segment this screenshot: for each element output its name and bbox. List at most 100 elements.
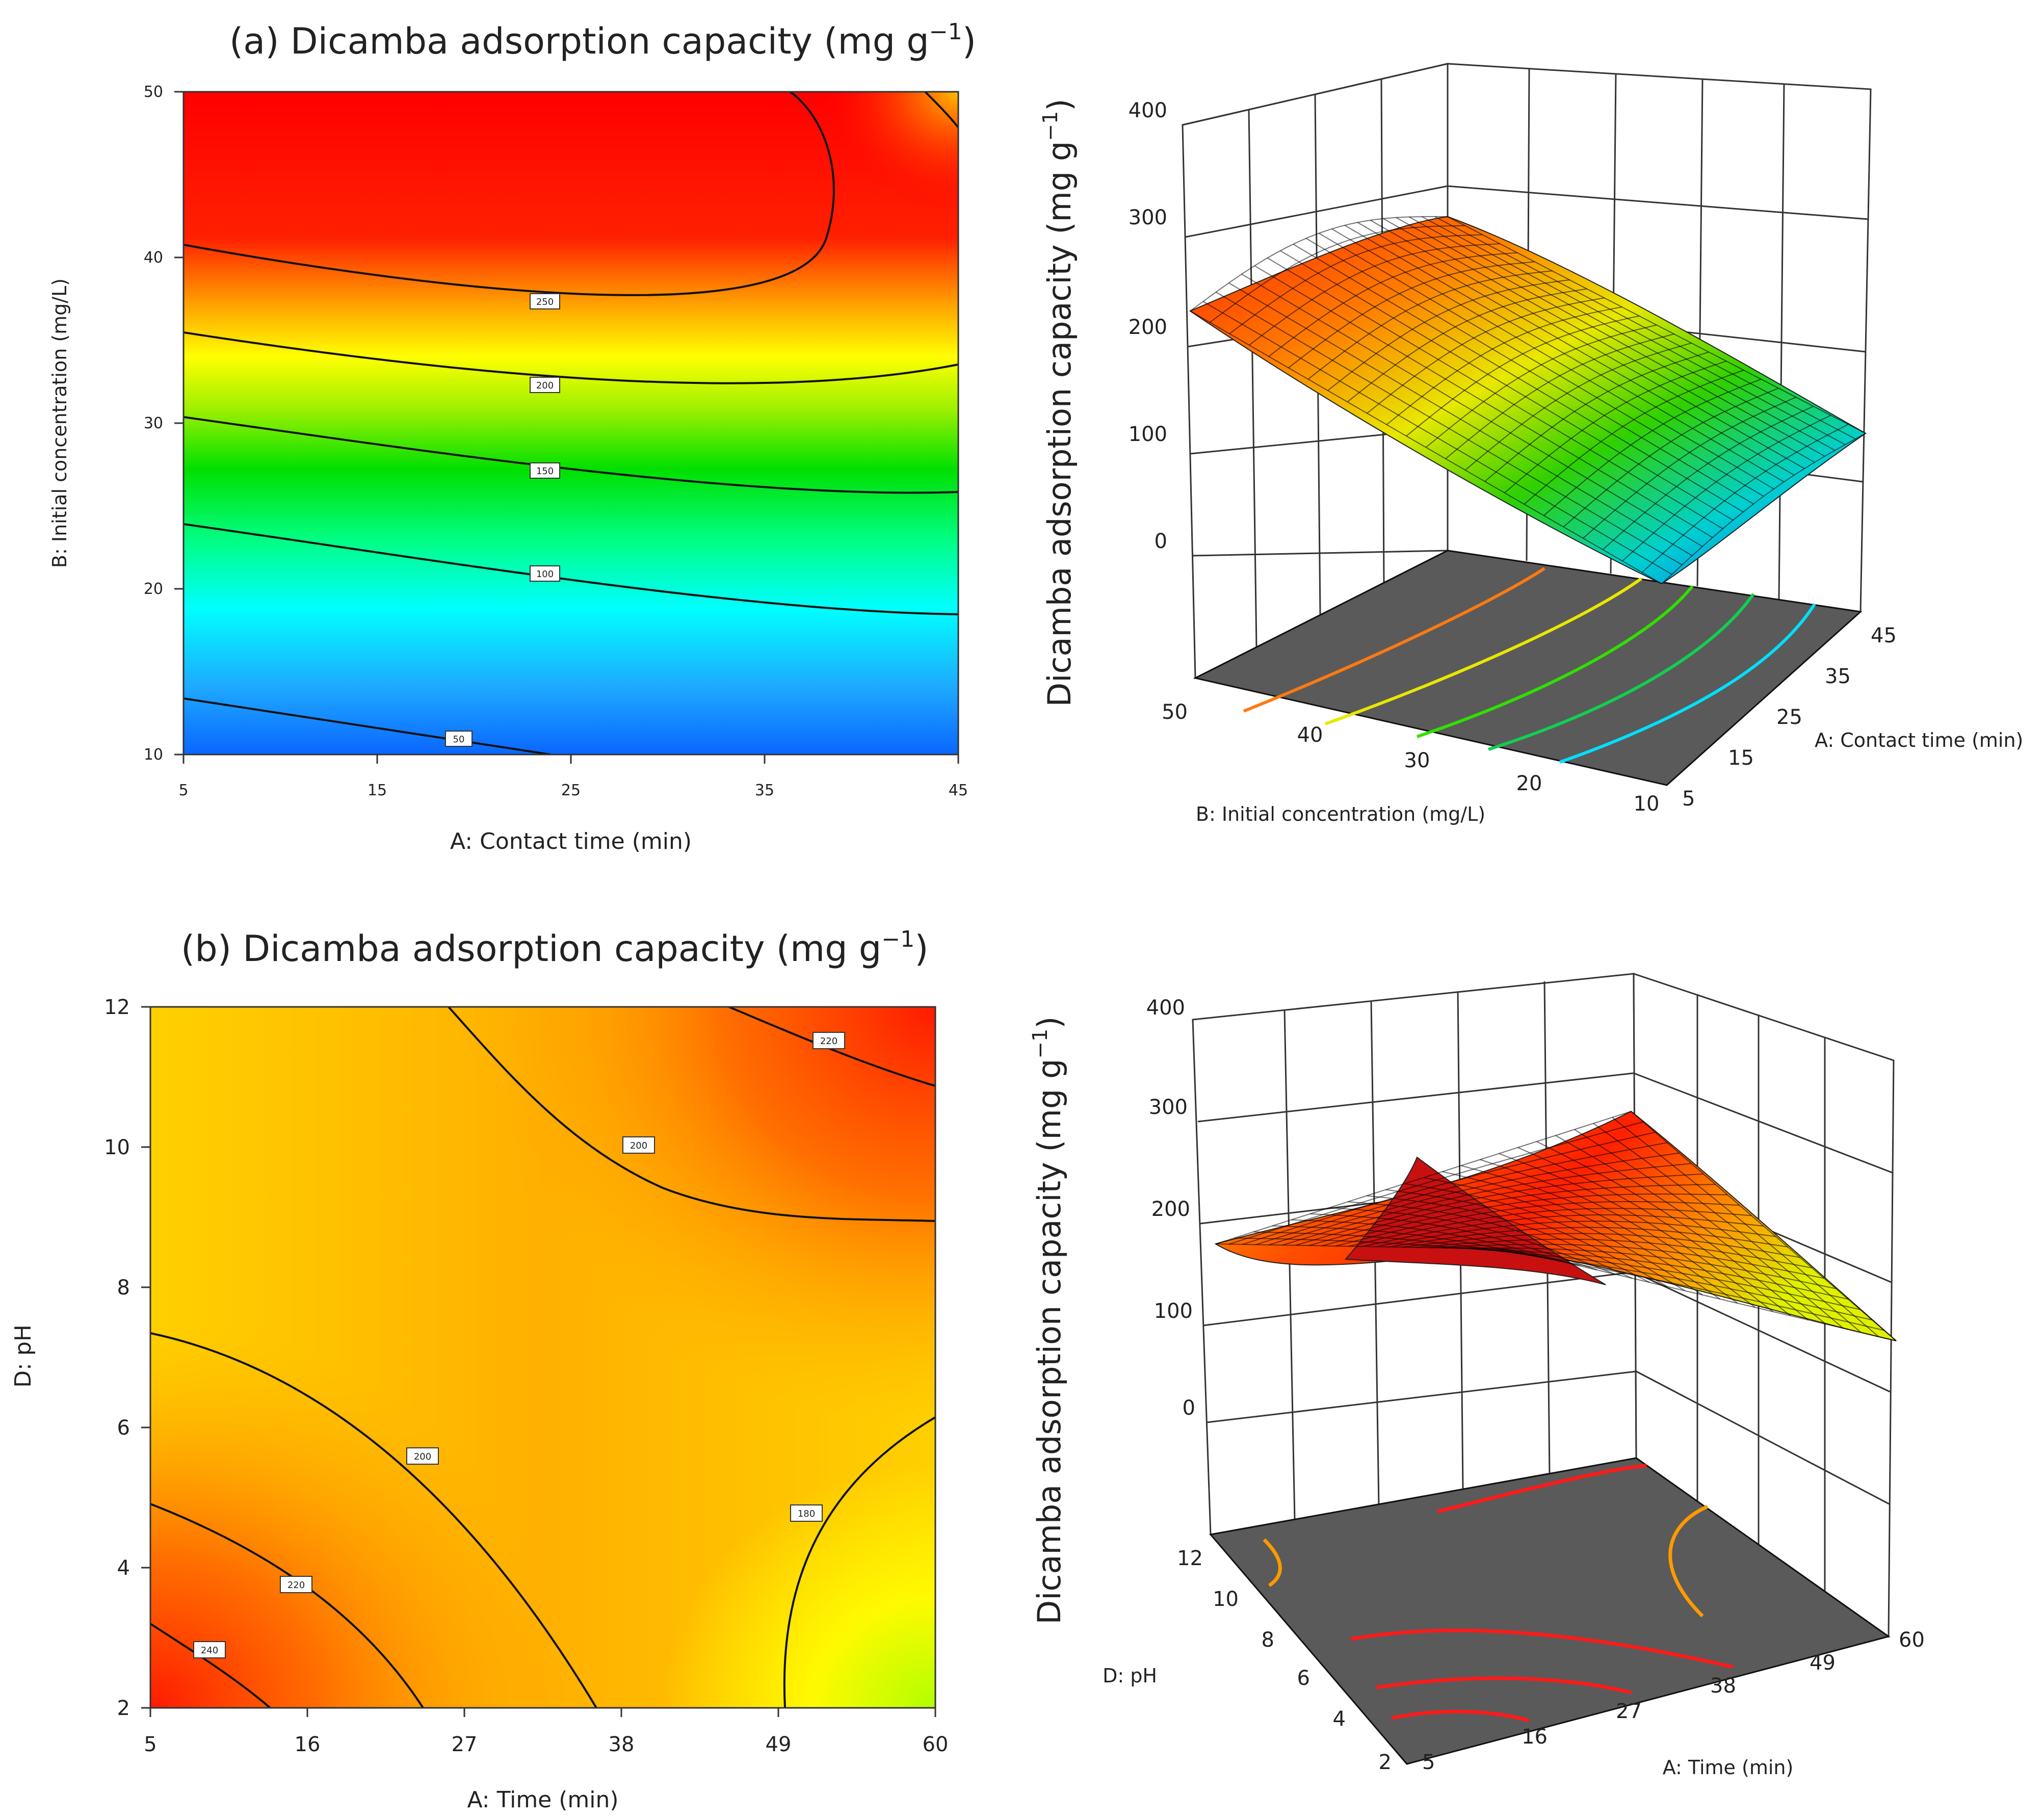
mesh-line bbox=[1248, 243, 1500, 346]
mesh-line bbox=[1641, 424, 1849, 573]
tick-label: 60 bbox=[1899, 1628, 1925, 1652]
svg-text:200: 200 bbox=[536, 380, 554, 391]
mesh-line bbox=[1406, 315, 1640, 436]
tick-label: 30 bbox=[1404, 749, 1430, 772]
contour-b-200-bottom bbox=[150, 1332, 597, 1708]
mesh-line bbox=[1524, 370, 1744, 505]
contour-label-b-200-top: 200 bbox=[622, 1136, 655, 1154]
tick-label: 27 bbox=[1616, 1700, 1642, 1723]
panel-b-heatmap bbox=[150, 1007, 935, 1708]
mesh-line bbox=[1242, 1131, 1656, 1245]
mesh-line bbox=[1282, 1163, 1692, 1246]
tick-label: 30 bbox=[144, 414, 163, 432]
svg-text:240: 240 bbox=[201, 1645, 218, 1656]
tick-label: 5 bbox=[144, 1733, 156, 1756]
tick-label: 15 bbox=[1728, 746, 1754, 770]
contour-b-240 bbox=[150, 1623, 271, 1708]
contour-label-b-220-bottom: 220 bbox=[280, 1576, 312, 1593]
contour-label-a-50: 50 bbox=[445, 731, 473, 747]
tick-label: 200 bbox=[1129, 316, 1167, 339]
tick-label: 12 bbox=[104, 996, 130, 1019]
contour-a-200 bbox=[184, 331, 958, 384]
panel-b-title: (b) Dicamba adsorption capacity (mg g−1) bbox=[181, 926, 929, 970]
contour-label-a-150: 150 bbox=[530, 462, 560, 479]
tick-label: 4 bbox=[117, 1556, 130, 1580]
tick-label: 40 bbox=[1297, 723, 1323, 747]
mesh-line bbox=[1347, 288, 1587, 403]
mesh-line bbox=[1362, 1214, 1764, 1247]
tick-label: 35 bbox=[1825, 665, 1851, 688]
contour-label-a-250: 250 bbox=[530, 293, 560, 309]
tick-label: 8 bbox=[1262, 1628, 1274, 1652]
panel-a-3d-b-label: B: Initial concentration (mg/L) bbox=[1196, 803, 1485, 825]
tick-label: 400 bbox=[1129, 99, 1167, 122]
mesh-line bbox=[1425, 324, 1657, 448]
tick-label: 100 bbox=[1154, 1300, 1193, 1323]
mesh-line bbox=[1322, 1193, 1728, 1246]
mesh-line bbox=[1215, 1111, 1632, 1244]
panel-a-3d-z-label: Dicamba adsorption capacity (mg g−1) bbox=[1039, 98, 1078, 707]
contour-b-200-top bbox=[448, 1007, 935, 1222]
mesh-line bbox=[1563, 387, 1779, 528]
contour-b-220-top bbox=[728, 1007, 935, 1087]
tick-label: 40 bbox=[144, 249, 163, 267]
mesh-line bbox=[1228, 1121, 1643, 1245]
mesh-line bbox=[1583, 397, 1796, 539]
tick-label: 300 bbox=[1149, 1096, 1188, 1119]
mesh-line bbox=[1661, 433, 1866, 584]
contour-label-b-240: 240 bbox=[193, 1641, 226, 1658]
tick-label: 200 bbox=[1151, 1198, 1190, 1221]
tick-label: 10 bbox=[104, 1136, 130, 1159]
mesh-line bbox=[1415, 1238, 1812, 1268]
mesh-line bbox=[1269, 1152, 1680, 1245]
mesh-line bbox=[1622, 414, 1831, 562]
tick-label: 10 bbox=[1213, 1588, 1239, 1611]
mesh-line bbox=[1445, 333, 1674, 459]
mesh-line bbox=[1255, 1142, 1668, 1245]
panel-a-y-axis-label: B: Initial concentration (mg/L) bbox=[48, 278, 71, 568]
panel-b-x-axis-label: A: Time (min) bbox=[467, 1787, 618, 1813]
panel-a-3d-floor bbox=[1193, 550, 1863, 786]
tick-label: 5 bbox=[1422, 1751, 1435, 1774]
contour-a-100 bbox=[184, 523, 958, 615]
tick-label: 25 bbox=[1776, 706, 1802, 729]
mesh-line bbox=[1367, 297, 1605, 414]
tick-label: 5 bbox=[1682, 787, 1695, 811]
panel-a-b-ticks: 50 40 30 20 10 bbox=[1162, 700, 1659, 816]
mesh-line bbox=[1455, 1248, 1848, 1300]
contour-a-50 bbox=[184, 697, 551, 755]
contour-a-150 bbox=[184, 416, 958, 494]
panel-a-z-ticks: 400 300 200 100 0 bbox=[1129, 99, 1167, 553]
contour-b-180 bbox=[783, 1416, 935, 1708]
mesh-line bbox=[1469, 1248, 1860, 1310]
mesh-line bbox=[1190, 216, 1448, 311]
contour-a-250 bbox=[184, 92, 835, 296]
mesh-line bbox=[1543, 378, 1762, 516]
contour-label-a-100: 100 bbox=[530, 565, 560, 582]
mesh-line bbox=[1295, 1173, 1704, 1246]
panel-b-ph-ticks: 12 10 8 6 4 2 bbox=[1177, 1547, 1392, 1774]
tick-label: 6 bbox=[1297, 1667, 1310, 1690]
panel-b-frame bbox=[149, 1006, 936, 1709]
mesh-line bbox=[1229, 234, 1483, 334]
mesh-line bbox=[1288, 261, 1535, 369]
tick-label: 2 bbox=[1379, 1751, 1392, 1774]
mesh-line bbox=[1429, 1243, 1824, 1279]
mesh-line bbox=[1209, 225, 1465, 323]
tick-label: 100 bbox=[1129, 423, 1167, 446]
svg-text:220: 220 bbox=[287, 1580, 305, 1591]
tick-label: 20 bbox=[144, 580, 163, 598]
tick-label: 45 bbox=[949, 782, 968, 799]
panel-a-contour: (a) Dicamba adsorption capacity (mg g−1)… bbox=[48, 19, 976, 854]
tick-label: 38 bbox=[609, 1733, 635, 1756]
mesh-line bbox=[1504, 360, 1727, 493]
panel-a-heatmap bbox=[184, 92, 958, 755]
tick-label: 38 bbox=[1710, 1674, 1736, 1698]
mesh-line bbox=[1602, 405, 1814, 550]
panel-a-x-ticks: 5 15 25 35 45 bbox=[178, 755, 968, 799]
mesh-line bbox=[1268, 252, 1517, 357]
panel-a-a-ticks: 5 15 25 35 45 bbox=[1682, 624, 1897, 811]
svg-text:200: 200 bbox=[630, 1140, 647, 1151]
svg-text:180: 180 bbox=[798, 1509, 815, 1519]
tick-label: 8 bbox=[117, 1276, 130, 1300]
